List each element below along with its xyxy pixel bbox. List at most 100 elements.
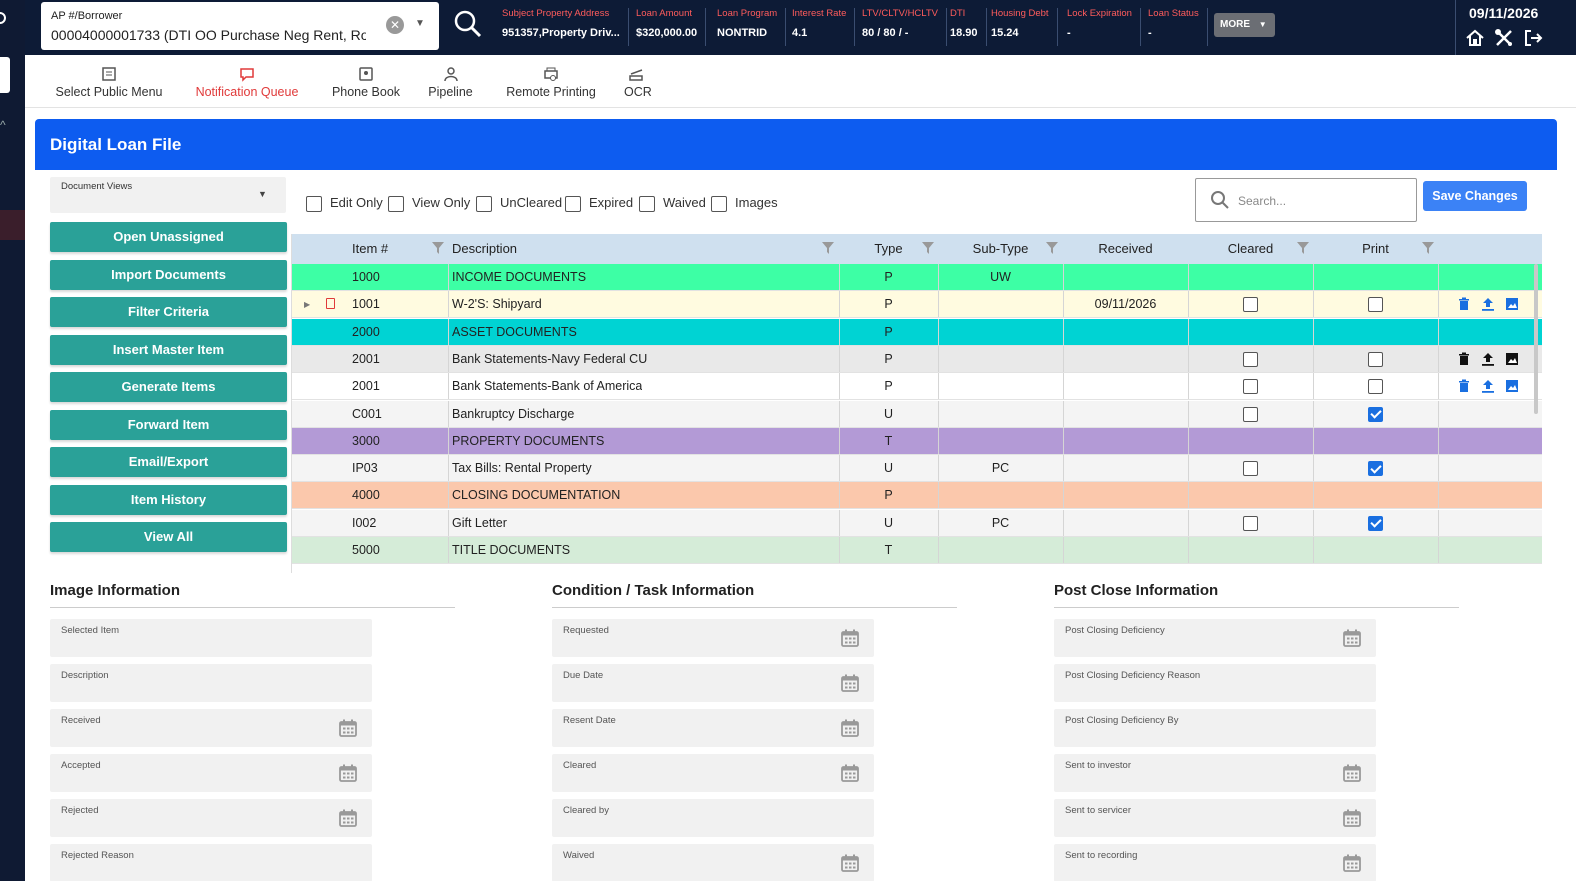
column-header-type[interactable]: Type bbox=[874, 241, 903, 256]
print-checkbox[interactable] bbox=[1368, 351, 1383, 367]
calendar-icon[interactable] bbox=[840, 853, 860, 873]
table-row[interactable]: I002 Gift Letter U PC bbox=[292, 509, 1542, 537]
rejected-reason-field[interactable]: Rejected Reason bbox=[50, 844, 372, 881]
cleared-by-field[interactable]: Cleared by bbox=[552, 799, 874, 837]
print-checkbox[interactable] bbox=[1368, 515, 1383, 531]
cleared-field[interactable]: Cleared bbox=[552, 754, 874, 792]
filter-expired[interactable]: Expired bbox=[565, 194, 633, 212]
group-row[interactable]: 5000 TITLE DOCUMENTS T bbox=[292, 537, 1542, 564]
calendar-icon[interactable] bbox=[1342, 853, 1362, 873]
calendar-icon[interactable] bbox=[338, 718, 358, 738]
column-header-received[interactable]: Received bbox=[1098, 241, 1153, 256]
image-icon[interactable] bbox=[1505, 379, 1519, 393]
forward-item-button[interactable]: Forward Item bbox=[50, 409, 287, 440]
nav-item-pipeline[interactable]: Pipeline bbox=[428, 55, 473, 107]
filter-funnel-icon[interactable] bbox=[1046, 242, 1058, 254]
item-history-button[interactable]: Item History bbox=[50, 484, 287, 515]
filter-funnel-icon[interactable] bbox=[922, 242, 934, 254]
checkbox[interactable] bbox=[639, 195, 655, 212]
rejected-field[interactable]: Rejected bbox=[50, 799, 372, 837]
post-closing-deficiency-field[interactable]: Post Closing Deficiency bbox=[1054, 619, 1376, 657]
image-icon[interactable] bbox=[1505, 352, 1519, 366]
search-icon[interactable] bbox=[453, 9, 483, 39]
trash-icon[interactable] bbox=[1457, 379, 1471, 393]
calendar-icon[interactable] bbox=[1342, 628, 1362, 648]
filter-images[interactable]: Images bbox=[711, 194, 778, 212]
column-header-description[interactable]: Description bbox=[452, 241, 518, 256]
cleared-checkbox[interactable] bbox=[1243, 297, 1258, 313]
document-views-select[interactable]: Document Views ▼ bbox=[50, 177, 286, 213]
sent-to-investor-field[interactable]: Sent to investor bbox=[1054, 754, 1376, 792]
upload-icon[interactable] bbox=[1481, 379, 1495, 393]
print-checkbox[interactable] bbox=[1368, 297, 1383, 313]
requested-field[interactable]: Requested bbox=[552, 619, 874, 657]
group-row[interactable]: 4000 CLOSING DOCUMENTATION P bbox=[292, 482, 1542, 510]
print-checkbox[interactable] bbox=[1368, 379, 1383, 395]
calendar-icon[interactable] bbox=[1342, 808, 1362, 828]
chevron-up-icon[interactable]: ^ bbox=[0, 118, 6, 132]
generate-items-button[interactable]: Generate Items bbox=[50, 372, 287, 402]
home-icon[interactable] bbox=[1465, 28, 1485, 48]
nav-item-notification-queue[interactable]: Notification Queue bbox=[192, 55, 302, 107]
cleared-checkbox[interactable] bbox=[1243, 515, 1258, 531]
import-documents-button[interactable]: Import Documents bbox=[50, 259, 287, 290]
trash-icon[interactable] bbox=[1457, 297, 1471, 311]
email-export-button[interactable]: Email/Export bbox=[50, 447, 287, 477]
calendar-icon[interactable] bbox=[338, 763, 358, 783]
calendar-icon[interactable] bbox=[1342, 763, 1362, 783]
filter-funnel-icon[interactable] bbox=[432, 242, 444, 254]
sent-to-recording-field[interactable]: Sent to recording bbox=[1054, 844, 1376, 881]
rail-button[interactable] bbox=[0, 57, 10, 93]
filter-uncleared[interactable]: UnCleared bbox=[476, 194, 562, 212]
calendar-icon[interactable] bbox=[338, 808, 358, 828]
trash-icon[interactable] bbox=[1457, 352, 1471, 366]
table-row[interactable]: C001 Bankruptcy Discharge U bbox=[292, 400, 1542, 428]
calendar-icon[interactable] bbox=[840, 673, 860, 693]
grid-scrollbar[interactable] bbox=[1534, 264, 1538, 414]
cleared-checkbox[interactable] bbox=[1243, 461, 1258, 477]
calendar-icon[interactable] bbox=[840, 718, 860, 738]
accepted-field[interactable]: Accepted bbox=[50, 754, 372, 792]
view-all-button[interactable]: View All bbox=[50, 522, 287, 552]
group-row[interactable]: 2000 ASSET DOCUMENTS P bbox=[292, 318, 1542, 346]
filter-funnel-icon[interactable] bbox=[1422, 242, 1434, 254]
received-field[interactable]: Received bbox=[50, 709, 372, 747]
group-row[interactable]: 1000 INCOME DOCUMENTS P UW bbox=[292, 264, 1542, 291]
print-checkbox[interactable] bbox=[1368, 406, 1383, 422]
checkbox[interactable] bbox=[388, 195, 404, 212]
expand-arrow-icon[interactable]: ▶ bbox=[304, 300, 311, 310]
filter-waived[interactable]: Waived bbox=[639, 194, 706, 212]
more-button[interactable]: MORE ▼ bbox=[1214, 13, 1275, 37]
upload-icon[interactable] bbox=[1481, 297, 1495, 312]
table-row[interactable]: ▶ 1001 W-2'S: Shipyard P 09/11/2026 bbox=[292, 291, 1542, 319]
chevron-down-icon[interactable]: ▼ bbox=[415, 18, 425, 29]
tools-icon[interactable] bbox=[1494, 28, 1514, 48]
upload-icon[interactable] bbox=[1481, 352, 1495, 366]
column-header-cleared[interactable]: Cleared bbox=[1227, 241, 1274, 256]
table-row[interactable]: 2001 Bank Statements-Bank of America P bbox=[292, 373, 1542, 401]
rail-selected-item[interactable] bbox=[0, 210, 25, 240]
calendar-icon[interactable] bbox=[840, 763, 860, 783]
image-icon[interactable] bbox=[1505, 297, 1519, 311]
insert-master-item-button[interactable]: Insert Master Item bbox=[50, 334, 287, 365]
nav-item-ocr[interactable]: OCR bbox=[624, 55, 652, 107]
nav-item-phone-book[interactable]: Phone Book bbox=[331, 55, 401, 107]
search-input[interactable]: Search... bbox=[1195, 178, 1417, 222]
selected-item-field[interactable]: Selected Item bbox=[50, 619, 372, 657]
post-closing-deficiency-reason-field[interactable]: Post Closing Deficiency Reason bbox=[1054, 664, 1376, 702]
calendar-icon[interactable] bbox=[840, 628, 860, 648]
nav-item-remote-printing[interactable]: Remote Printing bbox=[503, 55, 599, 107]
column-header-item-[interactable]: Item # bbox=[352, 241, 389, 256]
checkbox[interactable] bbox=[306, 195, 322, 212]
loan-selector[interactable]: AP #/Borrower 00004000001733 (DTI OO Pur… bbox=[41, 2, 439, 50]
nav-item-select-public-menu[interactable]: Select Public Menu bbox=[54, 55, 164, 107]
filter-view-only[interactable]: View Only bbox=[388, 194, 470, 212]
print-checkbox[interactable] bbox=[1368, 461, 1383, 477]
filter-funnel-icon[interactable] bbox=[822, 242, 834, 254]
group-row[interactable]: 3000 PROPERTY DOCUMENTS T bbox=[292, 427, 1542, 455]
document-icon[interactable] bbox=[326, 298, 335, 310]
post-closing-deficiency-by-field[interactable]: Post Closing Deficiency By bbox=[1054, 709, 1376, 747]
table-row[interactable]: IP03 Tax Bills: Rental Property U PC bbox=[292, 455, 1542, 483]
column-header-print[interactable]: Print bbox=[1362, 241, 1389, 256]
loan-selector-value[interactable]: 00004000001733 (DTI OO Purchase Neg Rent… bbox=[51, 27, 366, 43]
